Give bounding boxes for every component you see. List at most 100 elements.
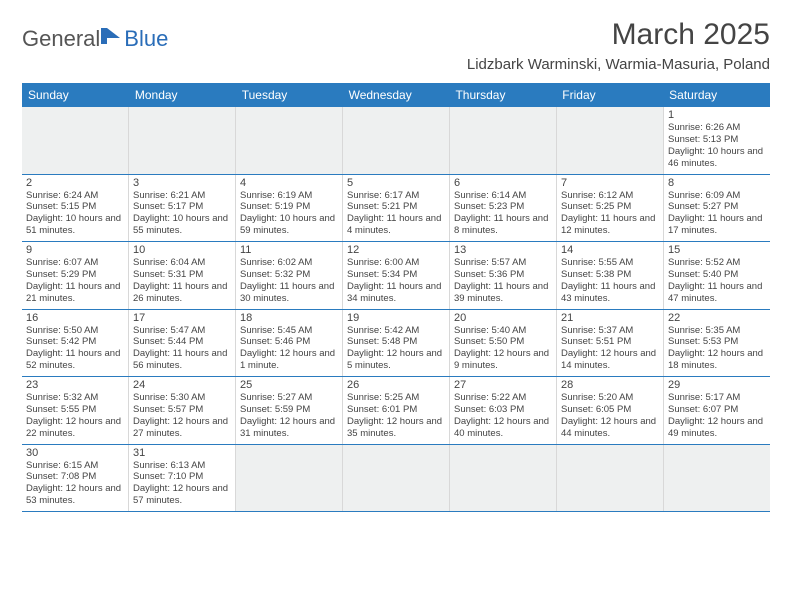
day-header-friday: Friday bbox=[556, 83, 663, 107]
logo-flag-icon bbox=[100, 26, 122, 46]
daylight-line: Daylight: 12 hours and 22 minutes. bbox=[26, 416, 124, 440]
day-number: 3 bbox=[133, 177, 231, 190]
day-number: 5 bbox=[347, 177, 445, 190]
sunset-line: Sunset: 5:23 PM bbox=[454, 201, 552, 213]
sunrise-line: Sunrise: 5:47 AM bbox=[133, 325, 231, 337]
sunrise-line: Sunrise: 6:04 AM bbox=[133, 257, 231, 269]
day-cell: 31Sunrise: 6:13 AMSunset: 7:10 PMDayligh… bbox=[129, 445, 236, 512]
day-cell: 25Sunrise: 5:27 AMSunset: 5:59 PMDayligh… bbox=[236, 377, 343, 444]
daylight-line: Daylight: 11 hours and 21 minutes. bbox=[26, 281, 124, 305]
daylight-line: Daylight: 11 hours and 30 minutes. bbox=[240, 281, 338, 305]
day-cell: 20Sunrise: 5:40 AMSunset: 5:50 PMDayligh… bbox=[450, 310, 557, 377]
daylight-line: Daylight: 11 hours and 17 minutes. bbox=[668, 213, 766, 237]
calendar-grid: SundayMondayTuesdayWednesdayThursdayFrid… bbox=[22, 83, 770, 512]
sunrise-line: Sunrise: 5:27 AM bbox=[240, 392, 338, 404]
sunset-line: Sunset: 5:36 PM bbox=[454, 269, 552, 281]
daylight-line: Daylight: 12 hours and 5 minutes. bbox=[347, 348, 445, 372]
day-cell: 9Sunrise: 6:07 AMSunset: 5:29 PMDaylight… bbox=[22, 242, 129, 309]
daylight-line: Daylight: 11 hours and 52 minutes. bbox=[26, 348, 124, 372]
sunset-line: Sunset: 5:34 PM bbox=[347, 269, 445, 281]
day-cell: 11Sunrise: 6:02 AMSunset: 5:32 PMDayligh… bbox=[236, 242, 343, 309]
month-title: March 2025 bbox=[467, 18, 770, 52]
week-row: 9Sunrise: 6:07 AMSunset: 5:29 PMDaylight… bbox=[22, 242, 770, 310]
empty-cell bbox=[236, 107, 343, 174]
day-cell: 19Sunrise: 5:42 AMSunset: 5:48 PMDayligh… bbox=[343, 310, 450, 377]
day-cell: 21Sunrise: 5:37 AMSunset: 5:51 PMDayligh… bbox=[557, 310, 664, 377]
day-cell: 18Sunrise: 5:45 AMSunset: 5:46 PMDayligh… bbox=[236, 310, 343, 377]
day-cell: 5Sunrise: 6:17 AMSunset: 5:21 PMDaylight… bbox=[343, 175, 450, 242]
sunset-line: Sunset: 5:51 PM bbox=[561, 336, 659, 348]
empty-cell bbox=[343, 445, 450, 512]
day-number: 18 bbox=[240, 312, 338, 325]
logo: General Blue bbox=[22, 26, 168, 52]
day-number: 23 bbox=[26, 379, 124, 392]
day-cell: 13Sunrise: 5:57 AMSunset: 5:36 PMDayligh… bbox=[450, 242, 557, 309]
day-number: 26 bbox=[347, 379, 445, 392]
daylight-line: Daylight: 11 hours and 47 minutes. bbox=[668, 281, 766, 305]
day-header-sunday: Sunday bbox=[22, 83, 129, 107]
daylight-line: Daylight: 12 hours and 14 minutes. bbox=[561, 348, 659, 372]
sunrise-line: Sunrise: 5:20 AM bbox=[561, 392, 659, 404]
week-row: 2Sunrise: 6:24 AMSunset: 5:15 PMDaylight… bbox=[22, 175, 770, 243]
sunset-line: Sunset: 5:55 PM bbox=[26, 404, 124, 416]
location-subtitle: Lidzbark Warminski, Warmia-Masuria, Pola… bbox=[467, 56, 770, 73]
sunset-line: Sunset: 5:17 PM bbox=[133, 201, 231, 213]
sunset-line: Sunset: 5:48 PM bbox=[347, 336, 445, 348]
day-number: 10 bbox=[133, 244, 231, 257]
day-cell: 17Sunrise: 5:47 AMSunset: 5:44 PMDayligh… bbox=[129, 310, 236, 377]
daylight-line: Daylight: 10 hours and 46 minutes. bbox=[668, 146, 766, 170]
day-number: 24 bbox=[133, 379, 231, 392]
sunrise-line: Sunrise: 6:00 AM bbox=[347, 257, 445, 269]
sunrise-line: Sunrise: 5:35 AM bbox=[668, 325, 766, 337]
day-number: 15 bbox=[668, 244, 766, 257]
sunrise-line: Sunrise: 5:52 AM bbox=[668, 257, 766, 269]
daylight-line: Daylight: 11 hours and 43 minutes. bbox=[561, 281, 659, 305]
sunrise-line: Sunrise: 6:02 AM bbox=[240, 257, 338, 269]
sunset-line: Sunset: 5:42 PM bbox=[26, 336, 124, 348]
daylight-line: Daylight: 12 hours and 31 minutes. bbox=[240, 416, 338, 440]
sunrise-line: Sunrise: 5:17 AM bbox=[668, 392, 766, 404]
empty-cell bbox=[664, 445, 770, 512]
daylight-line: Daylight: 12 hours and 18 minutes. bbox=[668, 348, 766, 372]
logo-text-blue: Blue bbox=[124, 26, 168, 52]
day-number: 7 bbox=[561, 177, 659, 190]
calendar-header-row: SundayMondayTuesdayWednesdayThursdayFrid… bbox=[22, 83, 770, 107]
sunrise-line: Sunrise: 6:07 AM bbox=[26, 257, 124, 269]
day-cell: 4Sunrise: 6:19 AMSunset: 5:19 PMDaylight… bbox=[236, 175, 343, 242]
daylight-line: Daylight: 12 hours and 1 minute. bbox=[240, 348, 338, 372]
day-header-tuesday: Tuesday bbox=[236, 83, 343, 107]
day-number: 11 bbox=[240, 244, 338, 257]
sunset-line: Sunset: 7:08 PM bbox=[26, 471, 124, 483]
sunrise-line: Sunrise: 5:42 AM bbox=[347, 325, 445, 337]
daylight-line: Daylight: 10 hours and 59 minutes. bbox=[240, 213, 338, 237]
sunset-line: Sunset: 5:57 PM bbox=[133, 404, 231, 416]
daylight-line: Daylight: 12 hours and 35 minutes. bbox=[347, 416, 445, 440]
day-number: 13 bbox=[454, 244, 552, 257]
day-number: 19 bbox=[347, 312, 445, 325]
day-number: 16 bbox=[26, 312, 124, 325]
sunset-line: Sunset: 5:53 PM bbox=[668, 336, 766, 348]
sunrise-line: Sunrise: 5:22 AM bbox=[454, 392, 552, 404]
daylight-line: Daylight: 11 hours and 8 minutes. bbox=[454, 213, 552, 237]
empty-cell bbox=[450, 445, 557, 512]
day-cell: 29Sunrise: 5:17 AMSunset: 6:07 PMDayligh… bbox=[664, 377, 770, 444]
day-cell: 6Sunrise: 6:14 AMSunset: 5:23 PMDaylight… bbox=[450, 175, 557, 242]
sunset-line: Sunset: 5:25 PM bbox=[561, 201, 659, 213]
day-number: 29 bbox=[668, 379, 766, 392]
day-number: 14 bbox=[561, 244, 659, 257]
daylight-line: Daylight: 11 hours and 56 minutes. bbox=[133, 348, 231, 372]
sunrise-line: Sunrise: 5:55 AM bbox=[561, 257, 659, 269]
day-cell: 8Sunrise: 6:09 AMSunset: 5:27 PMDaylight… bbox=[664, 175, 770, 242]
sunrise-line: Sunrise: 6:09 AM bbox=[668, 190, 766, 202]
calendar-page: General Blue March 2025 Lidzbark Warmins… bbox=[0, 0, 792, 530]
day-number: 12 bbox=[347, 244, 445, 257]
sunset-line: Sunset: 5:59 PM bbox=[240, 404, 338, 416]
sunset-line: Sunset: 5:40 PM bbox=[668, 269, 766, 281]
page-header: General Blue March 2025 Lidzbark Warmins… bbox=[22, 18, 770, 73]
sunrise-line: Sunrise: 6:14 AM bbox=[454, 190, 552, 202]
sunset-line: Sunset: 7:10 PM bbox=[133, 471, 231, 483]
empty-cell bbox=[236, 445, 343, 512]
empty-cell bbox=[557, 107, 664, 174]
day-header-monday: Monday bbox=[129, 83, 236, 107]
day-header-thursday: Thursday bbox=[449, 83, 556, 107]
